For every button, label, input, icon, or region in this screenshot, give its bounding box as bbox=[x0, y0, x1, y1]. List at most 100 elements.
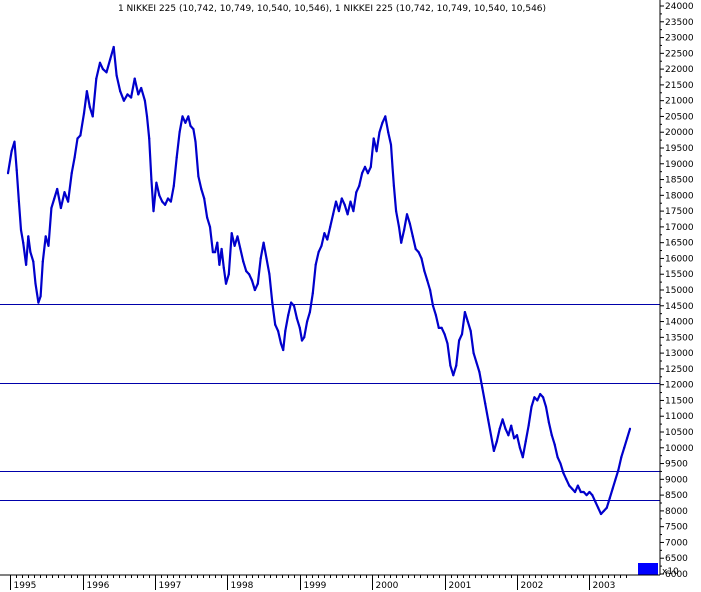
series-segment bbox=[455, 339, 461, 367]
series-segment bbox=[73, 137, 79, 159]
series-point bbox=[88, 106, 91, 108]
series-segment bbox=[39, 260, 44, 298]
series-point bbox=[577, 484, 579, 487]
x-tick-label: 1995 bbox=[14, 581, 37, 591]
series-segment bbox=[411, 235, 417, 251]
series-segment bbox=[484, 402, 490, 421]
series-point bbox=[148, 137, 151, 140]
series-point bbox=[254, 289, 256, 291]
series-point bbox=[527, 424, 530, 427]
series-segment bbox=[510, 424, 516, 440]
series-point bbox=[227, 273, 230, 276]
series-segment bbox=[253, 282, 259, 292]
series-segment bbox=[420, 257, 426, 273]
series-point bbox=[478, 371, 481, 373]
series-segment bbox=[317, 244, 323, 254]
series-point bbox=[539, 393, 542, 395]
x-tick-label: 2000 bbox=[376, 581, 399, 591]
series-point bbox=[603, 510, 605, 512]
series-segment bbox=[200, 187, 206, 200]
series-segment bbox=[282, 329, 287, 352]
series-point bbox=[542, 396, 544, 399]
series-segment bbox=[175, 131, 181, 159]
series-point bbox=[432, 304, 434, 307]
series-point bbox=[34, 282, 37, 285]
x-axis: 1995 1996 1997 1998 1999 2000 2001 2002 2003 bbox=[0, 574, 660, 591]
series-point bbox=[579, 491, 582, 493]
series-point bbox=[133, 77, 136, 80]
series-segment bbox=[605, 497, 611, 509]
series-point bbox=[233, 244, 236, 247]
series-point bbox=[550, 434, 553, 437]
series-segment bbox=[303, 320, 309, 339]
series-point bbox=[481, 386, 484, 389]
series-segment bbox=[443, 333, 449, 345]
series-point bbox=[390, 143, 392, 146]
y-tick-label: 16500 bbox=[665, 239, 694, 249]
series-segment bbox=[559, 462, 565, 475]
series-point bbox=[50, 207, 53, 209]
series-point bbox=[553, 443, 556, 446]
series-point bbox=[265, 257, 268, 260]
series-segment bbox=[544, 405, 551, 424]
series-segment bbox=[17, 200, 23, 232]
series-segment bbox=[224, 273, 230, 285]
series-point bbox=[329, 226, 332, 228]
series-segment bbox=[556, 456, 562, 465]
series-point bbox=[323, 232, 326, 235]
x-tick-label: 1997 bbox=[159, 581, 182, 591]
series-segment bbox=[47, 206, 53, 247]
series-point bbox=[274, 323, 277, 326]
series-point bbox=[194, 140, 197, 143]
series-segment bbox=[340, 197, 346, 206]
series-point bbox=[161, 200, 164, 203]
series-point bbox=[409, 222, 411, 225]
series-segment bbox=[611, 478, 617, 490]
series-point bbox=[597, 506, 599, 509]
series-point bbox=[218, 263, 221, 266]
series-point bbox=[545, 405, 547, 408]
series-point bbox=[571, 487, 573, 490]
series-segment bbox=[617, 456, 623, 471]
series-segment bbox=[489, 434, 495, 452]
series-point bbox=[91, 115, 94, 118]
series-segment bbox=[82, 90, 89, 115]
series-point bbox=[284, 330, 287, 332]
y-tick-label: 18000 bbox=[665, 191, 694, 201]
series-point bbox=[400, 241, 403, 244]
series-point bbox=[504, 427, 507, 430]
series-point bbox=[519, 446, 521, 449]
series-point bbox=[417, 251, 420, 254]
series-segment bbox=[178, 115, 184, 134]
volume-block bbox=[638, 563, 658, 575]
series-point bbox=[372, 137, 375, 140]
series-segment bbox=[66, 172, 73, 203]
series-point bbox=[490, 434, 492, 437]
y-tick-label: 12000 bbox=[665, 381, 694, 391]
series-point bbox=[79, 134, 82, 137]
series-segment bbox=[392, 184, 398, 213]
series-segment bbox=[481, 386, 487, 405]
series-point bbox=[530, 405, 533, 408]
series-point bbox=[109, 58, 111, 61]
series-point bbox=[435, 314, 437, 317]
series-point bbox=[524, 440, 527, 443]
series-point bbox=[513, 437, 515, 440]
volume-multiplier-label: x10 bbox=[662, 567, 679, 577]
series-point bbox=[137, 93, 140, 96]
series-point bbox=[620, 456, 623, 459]
series-point bbox=[192, 128, 195, 131]
series-segment bbox=[547, 421, 553, 437]
series-segment bbox=[197, 175, 203, 191]
y-tick-label: 23500 bbox=[665, 18, 694, 28]
series-point bbox=[614, 478, 617, 481]
y-tick-label: 21500 bbox=[665, 81, 694, 91]
series-point bbox=[314, 263, 317, 266]
horizontal-lines bbox=[0, 304, 660, 501]
series-segment bbox=[268, 273, 274, 304]
series-segment bbox=[352, 191, 358, 213]
series-segment bbox=[19, 228, 25, 244]
series-segment bbox=[32, 260, 37, 285]
series-point bbox=[343, 203, 346, 206]
series-point bbox=[429, 289, 431, 291]
